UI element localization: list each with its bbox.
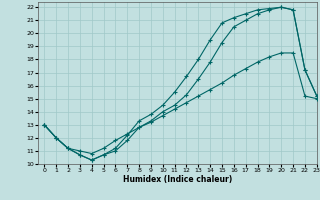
X-axis label: Humidex (Indice chaleur): Humidex (Indice chaleur): [123, 175, 232, 184]
